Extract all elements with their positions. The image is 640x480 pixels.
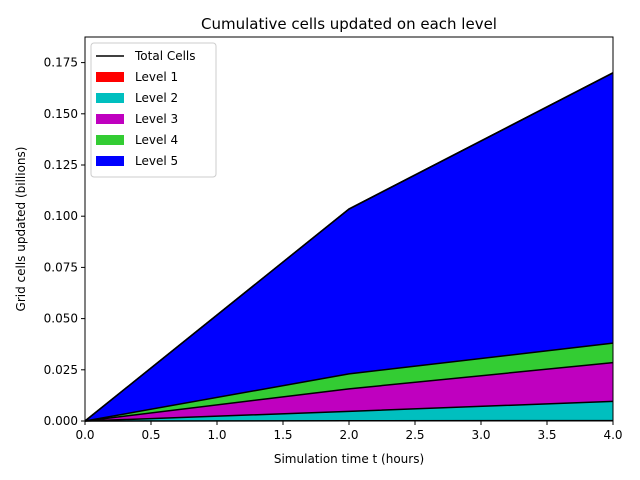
legend-swatch-level-1 <box>96 72 124 82</box>
area-level-4 <box>85 343 613 421</box>
legend-label-level-5: Level 5 <box>135 154 178 168</box>
y-tick-label: 0.125 <box>44 158 78 172</box>
y-tick-label: 0.175 <box>44 56 78 70</box>
x-tick-label: 0.5 <box>141 428 160 442</box>
x-tick-label: 3.5 <box>537 428 556 442</box>
legend-swatch-level-5 <box>96 156 124 166</box>
y-tick-label: 0.150 <box>44 107 78 121</box>
legend-label-level-3: Level 3 <box>135 112 178 126</box>
x-tick-label: 4.0 <box>603 428 622 442</box>
y-axis-label: Grid cells updated (billions) <box>14 147 28 312</box>
x-tick-label: 3.0 <box>471 428 490 442</box>
x-tick-label: 2.0 <box>339 428 358 442</box>
boundary-level-3 <box>84 361 614 422</box>
x-tick-label: 0.0 <box>75 428 94 442</box>
legend-label-level-1: Level 1 <box>135 70 178 84</box>
boundary-level-4 <box>84 342 614 422</box>
legend-label-total-cells: Total Cells <box>134 49 196 63</box>
y-tick-label: 0.100 <box>44 209 78 223</box>
y-tick-label: 0.000 <box>44 414 78 428</box>
total-cells-line <box>84 72 614 422</box>
y-tick-label: 0.050 <box>44 312 78 326</box>
y-tick-label: 0.025 <box>44 363 78 377</box>
legend-swatch-level-3 <box>96 114 124 124</box>
x-axis-label: Simulation time t (hours) <box>274 452 424 466</box>
chart-title: Cumulative cells updated on each level <box>201 15 497 33</box>
x-tick-label: 1.5 <box>273 428 292 442</box>
area-level-2 <box>85 401 613 421</box>
legend-swatch-level-2 <box>96 93 124 103</box>
x-tick-label: 2.5 <box>405 428 424 442</box>
legend-label-level-4: Level 4 <box>135 133 178 147</box>
area-level-5 <box>85 72 613 421</box>
legend: Total Cells Level 1 Level 2 Level 3 Level 4 L… <box>90 42 217 178</box>
legend-swatch-level-4 <box>96 135 124 145</box>
area-level-3 <box>85 362 613 421</box>
stacked-areas <box>85 72 613 421</box>
x-axis: 0.0 0.5 1.0 1.5 2.0 2.5 3.0 3.5 4.0 <box>75 421 623 442</box>
boundary-level-2 <box>84 400 614 422</box>
y-tick-label: 0.075 <box>44 260 78 274</box>
legend-label-level-2: Level 2 <box>135 91 178 105</box>
y-axis: 0.000 0.025 0.050 0.075 0.100 0.125 0.150 0.175 <box>44 56 85 428</box>
x-tick-label: 1.0 <box>207 428 226 442</box>
